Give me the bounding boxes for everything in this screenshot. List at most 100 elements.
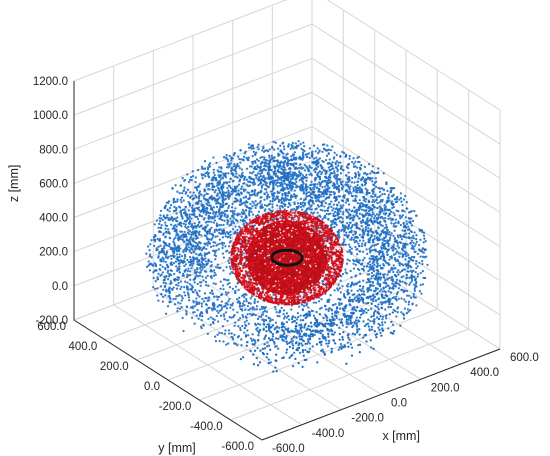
data-point (227, 235, 231, 238)
data-point (333, 210, 337, 214)
data-point (197, 185, 200, 188)
data-point (154, 234, 157, 238)
data-point (179, 230, 182, 233)
data-point (161, 271, 164, 274)
data-point (391, 217, 394, 221)
data-point (186, 194, 190, 198)
data-point (260, 161, 263, 165)
data-point (172, 218, 175, 221)
data-point (213, 253, 216, 257)
data-point (301, 174, 304, 177)
data-point (202, 205, 205, 208)
data-point (425, 255, 428, 258)
data-point (229, 230, 232, 233)
data-point (295, 194, 299, 198)
data-point (306, 191, 309, 194)
data-point (350, 181, 354, 184)
data-point (260, 184, 263, 188)
data-point (207, 163, 211, 167)
data-point (379, 220, 382, 223)
data-point (203, 228, 206, 231)
data-point (395, 197, 398, 200)
data-point (360, 188, 363, 191)
data-point (280, 179, 283, 182)
data-point (236, 336, 240, 339)
data-point (286, 194, 290, 197)
data-point (198, 220, 201, 224)
data-point (177, 239, 180, 242)
data-point (255, 174, 259, 177)
data-point (369, 263, 372, 267)
data-point (282, 187, 286, 190)
data-point (301, 154, 305, 157)
data-point (349, 238, 352, 241)
data-point (237, 288, 240, 292)
data-point (195, 224, 199, 228)
data-point (208, 230, 211, 233)
data-point (369, 319, 372, 323)
data-point (355, 223, 358, 226)
data-point (222, 278, 226, 281)
data-point (218, 231, 221, 235)
data-point (357, 188, 361, 191)
data-point (183, 233, 186, 236)
data-point (178, 255, 181, 259)
data-point (324, 308, 328, 311)
data-point (355, 248, 358, 251)
data-point (380, 276, 383, 279)
data-point (282, 312, 285, 316)
data-point (338, 236, 341, 239)
data-point (189, 233, 193, 237)
data-point (180, 294, 183, 298)
data-point (345, 231, 348, 234)
data-point (400, 215, 403, 218)
data-point (362, 258, 365, 262)
data-point (360, 244, 364, 248)
data-point (340, 275, 343, 278)
data-point (181, 217, 184, 220)
data-point (179, 280, 183, 283)
data-point (206, 262, 209, 265)
data-point (201, 167, 204, 170)
data-point (246, 329, 249, 332)
data-point (262, 311, 265, 314)
data-point (182, 199, 185, 202)
data-point (377, 297, 380, 301)
data-point (289, 178, 292, 181)
data-point (393, 229, 396, 232)
data-point (204, 280, 208, 284)
data-point (338, 326, 341, 330)
data-point (341, 217, 344, 220)
data-point (219, 314, 223, 317)
data-point (408, 235, 411, 239)
data-point (291, 340, 294, 343)
data-point (293, 162, 296, 165)
data-point (227, 278, 230, 282)
data-point (355, 166, 359, 169)
data-point (226, 209, 229, 212)
data-point (334, 311, 337, 314)
data-point (233, 185, 236, 188)
grid-line (326, 0, 501, 111)
data-point (376, 259, 379, 262)
data-point (318, 178, 322, 181)
data-point (373, 200, 376, 203)
data-point (170, 257, 173, 260)
data-point (180, 196, 184, 199)
data-point (182, 329, 185, 333)
data-point (185, 191, 188, 194)
data-point (326, 148, 329, 152)
data-point (312, 161, 316, 164)
data-point (368, 257, 371, 260)
data-point (182, 222, 185, 225)
data-point (272, 185, 275, 188)
data-point (233, 163, 236, 166)
data-point (190, 316, 194, 319)
data-point (312, 157, 316, 160)
data-point (320, 343, 323, 347)
data-point (166, 216, 169, 219)
data-point (160, 217, 163, 220)
data-point (414, 250, 417, 253)
data-point (185, 313, 188, 316)
data-point (384, 233, 387, 236)
